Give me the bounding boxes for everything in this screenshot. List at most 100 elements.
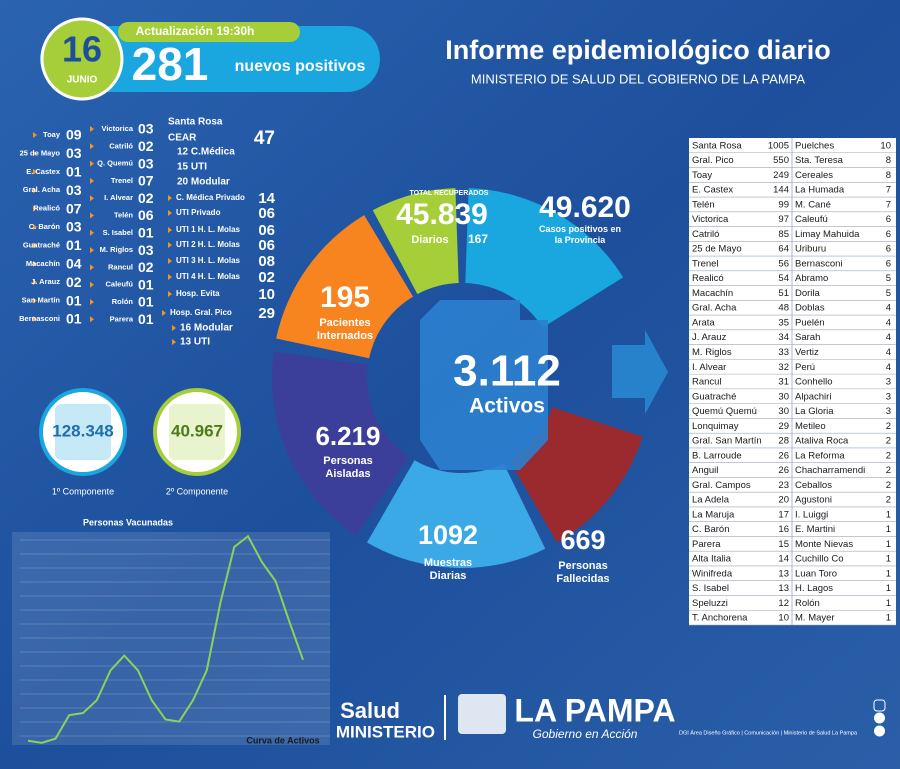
locality-value: 01 [138,276,154,292]
table-cell: 56 [778,258,789,269]
table-cell: 4 [886,317,891,328]
table-cell: Parera [692,539,721,550]
component-map [55,404,111,460]
locality-value: 02 [66,274,82,290]
bullet [90,212,94,219]
activos-curve [27,534,304,744]
table-cell: Monte Nievas [795,539,853,550]
table-cell: Doblas [795,303,825,314]
table-cell: 85 [778,229,789,240]
hospital-value: 08 [258,253,275,270]
table-cell: J. Arauz [692,332,727,343]
bullet [33,224,37,230]
table-cell: 144 [773,185,789,196]
facebook-icon[interactable] [874,712,885,724]
table-cell: 4 [886,362,891,373]
table-cell: 6 [886,258,891,269]
locality-value: 07 [138,173,154,189]
table-cell: Gral. Acha [692,303,737,314]
table-cell: Speluzzi [692,598,728,609]
locality-name: Bernasconi [19,314,60,323]
subtitle: MINISTERIO DE SALUD DEL GOBIERNO DE LA P… [471,71,806,86]
table-cell: Cereales [795,170,833,181]
table-cell: 4 [886,347,891,358]
table-cell: Alta Italia [692,554,732,565]
locality-value: 03 [138,121,154,137]
component-label: 1º Componente [52,486,114,496]
table-cell: 29 [778,421,789,432]
bullet [168,242,172,248]
table-cell: 12 [778,598,789,609]
bullet [90,143,94,150]
component-map [169,404,225,460]
table-cell: Rancul [692,377,722,388]
table-cell: 48 [778,303,789,314]
locality-value: 04 [66,256,82,272]
locality-value: 01 [66,292,82,308]
table-cell: Cuchillo Co [795,554,844,565]
locality-name: M. Riglos [100,245,133,254]
curve-label: Curva de Activos [246,735,319,745]
bullet [33,150,37,157]
instagram-icon[interactable] [873,699,886,712]
locality-value: 03 [138,242,154,258]
samples-label: Muestras Diarias [424,557,472,582]
table-cell: Metileo [795,421,826,432]
table-cell: 30 [778,406,789,417]
table-cell: E. Castex [692,185,733,196]
table-cell: S. Isabel [692,583,729,594]
locality-name: Rancul [108,262,133,271]
table-cell: M. Riglos [692,347,732,358]
hospital-label: Santa Rosa [168,117,223,128]
hospital-value: 06 [258,205,275,222]
component-value: 40.967 [171,421,223,440]
table-cell: Ceballos [795,480,832,491]
table-cell: 1 [886,509,891,520]
table-cell: 1 [886,583,891,594]
table-cell: 1 [886,524,891,535]
locality-name: Trenel [111,176,133,185]
recovered-value: 45.839 [396,198,488,231]
samples-sector [367,460,546,568]
update: Actualización 19:30h [136,24,255,38]
hospital-label: Hosp. Evita [176,289,220,298]
table-cell: La Humada [795,185,845,196]
header-pill [40,26,380,92]
new-positives-label: nuevos positivos [235,58,366,75]
table-cell: Realicó [692,273,724,284]
twitter-icon[interactable] [874,725,885,737]
locality-name: Toay [43,130,61,139]
bullet [33,260,37,267]
bullet [33,279,37,286]
table-cell: Telén [692,199,715,210]
table-cell: 34 [778,332,789,343]
isolated-value: 6.219 [315,421,380,451]
locality-value: 03 [66,219,82,235]
table-cell: Caleufú [795,214,828,225]
table-cell: Puelén [795,317,825,328]
table-cell: Anguil [692,465,718,476]
table-cell: 17 [778,509,789,520]
table-cell: 28 [778,436,789,447]
hospital-label: 13 UTI [180,337,210,348]
bullet [90,160,94,167]
table-cell: 26 [778,450,789,461]
hospital-label: 15 UTI [177,162,207,173]
locality-name: Caleufú [105,280,133,289]
table-cell: Limay Mahuida [795,229,860,240]
positives-value: 49.620 [539,191,631,224]
table-background [689,138,896,625]
active-label: Activos [469,395,545,418]
locality-value: 03 [66,182,82,198]
table-cell: I. Alvear [692,362,726,373]
hospital-label: UTI 1 H. L. Molas [176,225,241,234]
table-cell: 550 [773,155,789,166]
curve-title: Personas Vacunadas [83,517,173,527]
locality-name: J. Arauz [31,277,60,286]
locality-name: I. Alvear [104,193,133,202]
footer-logo [458,694,506,734]
hospital-value: 10 [258,286,275,303]
samples-value: 1092 [418,520,478,550]
table-cell: 10 [778,613,789,624]
table-cell: 249 [773,170,789,181]
